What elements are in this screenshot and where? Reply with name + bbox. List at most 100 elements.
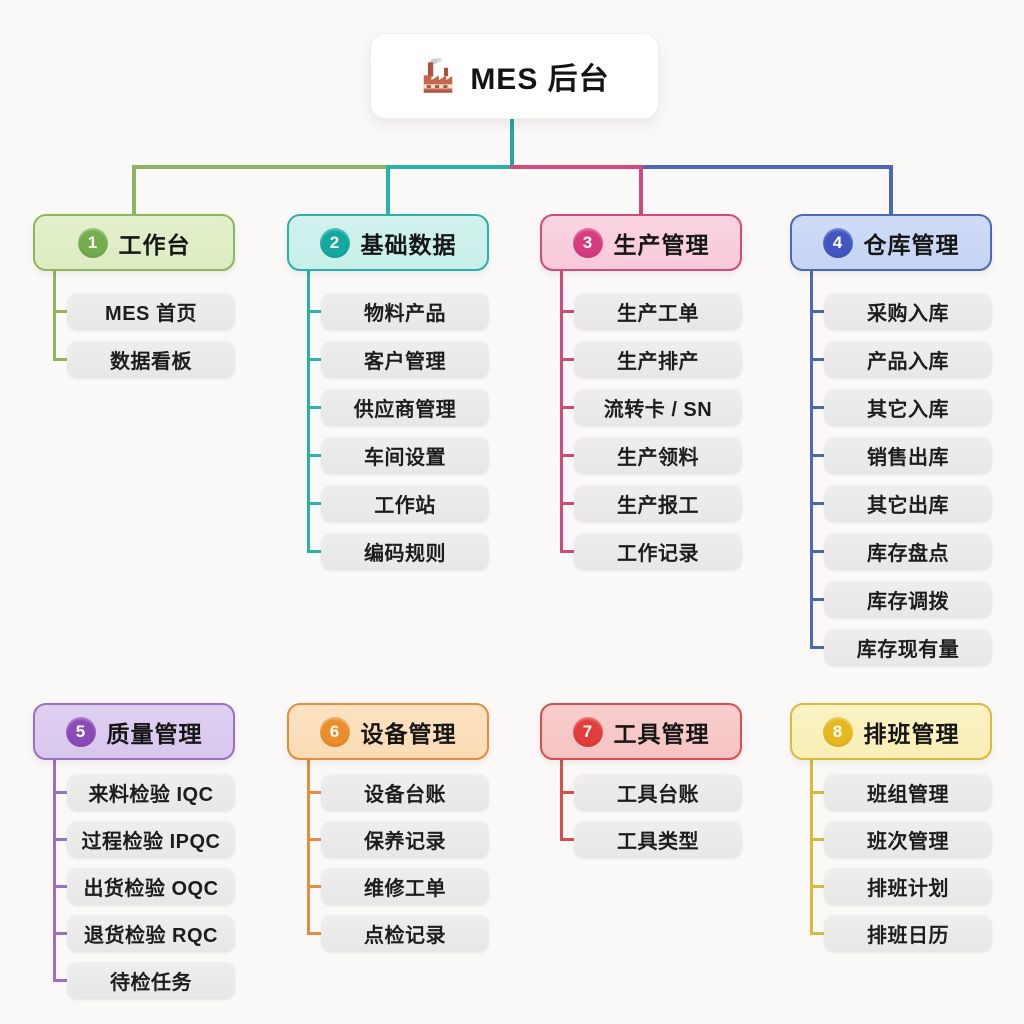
branch-title: 设备管理: [360, 720, 457, 747]
node-pill[interactable]: 库存现有量: [824, 629, 992, 666]
child-connector-stub: [53, 791, 70, 794]
node-pill-label: 工作记录: [617, 543, 699, 565]
node-pill[interactable]: 车间设置: [321, 437, 489, 474]
child-connector-vertical: [560, 271, 563, 553]
branch-title: 排班管理: [863, 720, 960, 747]
node-pill-label: 过程检验 IPQC: [81, 831, 221, 853]
branch-number-badge: 4: [822, 227, 853, 258]
node-pill-label: 库存调拨: [867, 591, 949, 613]
node-pill[interactable]: 保养记录: [321, 821, 489, 858]
branch-header-7[interactable]: 7 工具管理: [540, 703, 742, 760]
node-pill[interactable]: 过程检验 IPQC: [67, 821, 235, 858]
node-pill[interactable]: 排班计划: [824, 868, 992, 905]
node-pill[interactable]: 生产工单: [574, 293, 742, 330]
child-connector-stub: [307, 885, 324, 888]
child-connector-stub: [560, 502, 577, 505]
branch-drop-connector: [386, 165, 390, 216]
branch-header-5[interactable]: 5 质量管理: [33, 703, 235, 760]
child-connector-stub: [560, 310, 577, 313]
branch-drop-connector: [132, 165, 136, 216]
node-pill-label: 工具台账: [617, 784, 699, 806]
branch-header-8[interactable]: 8 排班管理: [790, 703, 992, 760]
child-connector-stub: [53, 310, 70, 313]
node-pill[interactable]: 待检任务: [67, 962, 235, 999]
node-pill-label: 客户管理: [364, 351, 446, 373]
node-pill[interactable]: 采购入库: [824, 293, 992, 330]
node-pill[interactable]: 编码规则: [321, 533, 489, 570]
child-connector-stub: [53, 838, 70, 841]
node-pill[interactable]: 客户管理: [321, 341, 489, 378]
child-connector-stub: [307, 358, 324, 361]
node-pill[interactable]: 维修工单: [321, 868, 489, 905]
node-pill-label: 退货检验 RQC: [84, 925, 218, 947]
node-pill-label: 排班日历: [867, 925, 949, 947]
node-pill[interactable]: 生产报工: [574, 485, 742, 522]
node-pill[interactable]: 点检记录: [321, 915, 489, 952]
child-connector-stub: [560, 791, 577, 794]
node-pill[interactable]: 库存盘点: [824, 533, 992, 570]
child-connector-stub: [307, 838, 324, 841]
node-pill[interactable]: 班次管理: [824, 821, 992, 858]
branch-header-2[interactable]: 2 基础数据: [287, 214, 489, 271]
node-pill[interactable]: 销售出库: [824, 437, 992, 474]
node-pill[interactable]: 工作站: [321, 485, 489, 522]
branch-title: 工作台: [118, 231, 191, 258]
node-pill[interactable]: 班组管理: [824, 774, 992, 811]
branch-header-1[interactable]: 1 工作台: [33, 214, 235, 271]
node-pill-label: 其它入库: [867, 399, 949, 421]
child-connector-stub: [53, 932, 70, 935]
node-pill[interactable]: 设备台账: [321, 774, 489, 811]
node-pill[interactable]: MES 首页: [67, 293, 235, 330]
branch-number-badge: 1: [77, 227, 108, 258]
node-pill-label: 销售出库: [867, 447, 949, 469]
child-connector-stub: [307, 454, 324, 457]
node-pill-label: 库存盘点: [867, 543, 949, 565]
node-pill[interactable]: 工具类型: [574, 821, 742, 858]
node-pill[interactable]: 产品入库: [824, 341, 992, 378]
node-pill[interactable]: 排班日历: [824, 915, 992, 952]
node-pill-label: 车间设置: [364, 447, 446, 469]
node-pill-label: 供应商管理: [353, 399, 457, 421]
node-pill[interactable]: 库存调拨: [824, 581, 992, 618]
child-connector-stub: [810, 358, 827, 361]
root-connector: [510, 115, 514, 169]
node-pill[interactable]: 供应商管理: [321, 389, 489, 426]
child-connector-stub: [810, 502, 827, 505]
root-node[interactable]: MES 后台: [370, 33, 659, 119]
child-connector-stub: [810, 838, 827, 841]
child-connector-stub: [307, 932, 324, 935]
child-connector-stub: [307, 550, 324, 553]
branch-number-badge: 3: [572, 227, 603, 258]
child-connector-stub: [810, 646, 827, 649]
branch-number-badge: 5: [65, 716, 96, 747]
node-pill[interactable]: 来料检验 IQC: [67, 774, 235, 811]
child-connector-vertical: [307, 760, 310, 935]
node-pill-label: 其它出库: [867, 495, 949, 517]
node-pill[interactable]: 工作记录: [574, 533, 742, 570]
node-pill-label: 维修工单: [364, 878, 446, 900]
child-connector-stub: [810, 550, 827, 553]
node-pill[interactable]: 其它入库: [824, 389, 992, 426]
branch-header-6[interactable]: 6 设备管理: [287, 703, 489, 760]
node-pill[interactable]: 生产排产: [574, 341, 742, 378]
node-pill[interactable]: 数据看板: [67, 341, 235, 378]
node-pill-label: 生产工单: [617, 303, 699, 325]
branch-header-3[interactable]: 3 生产管理: [540, 214, 742, 271]
node-pill[interactable]: 物料产品: [321, 293, 489, 330]
node-pill[interactable]: 其它出库: [824, 485, 992, 522]
trunk-segment: [510, 165, 643, 169]
child-connector-stub: [810, 406, 827, 409]
node-pill[interactable]: 流转卡 / SN: [574, 389, 742, 426]
node-pill[interactable]: 工具台账: [574, 774, 742, 811]
node-pill-label: 生产领料: [617, 447, 699, 469]
node-pill[interactable]: 退货检验 RQC: [67, 915, 235, 952]
node-pill[interactable]: 出货检验 OQC: [67, 868, 235, 905]
node-pill[interactable]: 生产领料: [574, 437, 742, 474]
branch-title: 生产管理: [613, 231, 710, 258]
child-connector-vertical: [307, 271, 310, 553]
node-pill-label: 保养记录: [364, 831, 446, 853]
branch-title: 质量管理: [106, 720, 203, 747]
branch-header-4[interactable]: 4 仓库管理: [790, 214, 992, 271]
node-pill-label: 产品入库: [867, 351, 949, 373]
